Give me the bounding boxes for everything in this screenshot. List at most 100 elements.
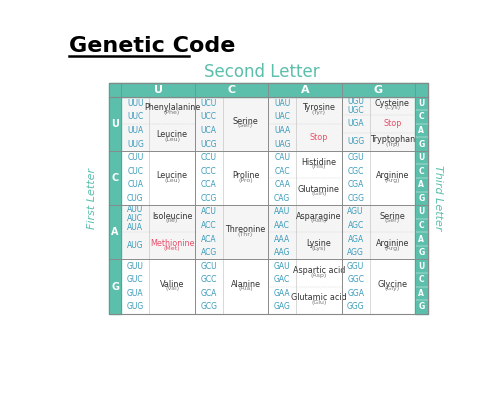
Text: AUG: AUG: [127, 241, 144, 250]
Text: GUU: GUU: [127, 262, 144, 271]
Text: CAC: CAC: [274, 167, 290, 176]
Text: GGA: GGA: [347, 289, 364, 298]
Text: A: A: [418, 126, 424, 135]
Text: UAU: UAU: [274, 99, 290, 108]
Text: AAA: AAA: [274, 234, 290, 244]
Text: (Gly): (Gly): [385, 286, 400, 291]
Text: Second Letter: Second Letter: [204, 63, 320, 81]
Text: U: U: [418, 262, 424, 271]
Bar: [109, 259, 415, 314]
Text: ACC: ACC: [201, 221, 216, 230]
Text: UAG: UAG: [274, 140, 290, 148]
Text: (Arg): (Arg): [384, 246, 400, 251]
Bar: [109, 205, 122, 259]
Text: CUA: CUA: [128, 180, 144, 189]
Text: UCU: UCU: [200, 99, 217, 108]
Text: ACU: ACU: [201, 207, 216, 216]
Text: AUA: AUA: [128, 223, 144, 232]
Text: C: C: [112, 173, 119, 183]
Text: AUC: AUC: [128, 214, 144, 223]
Text: CCU: CCU: [201, 153, 217, 162]
Text: UCA: UCA: [201, 126, 217, 135]
Text: (Met): (Met): [164, 246, 180, 251]
Text: C: C: [418, 167, 424, 176]
Text: Valine: Valine: [160, 280, 184, 289]
Text: Tyrosine: Tyrosine: [302, 103, 336, 112]
Text: CCA: CCA: [201, 180, 216, 189]
Text: (Gln): (Gln): [311, 191, 326, 196]
Text: Genetic Code: Genetic Code: [68, 36, 235, 56]
Text: Cysteine: Cysteine: [375, 99, 410, 108]
Text: GUC: GUC: [127, 275, 144, 284]
Text: UUC: UUC: [127, 112, 144, 121]
Text: (Ser): (Ser): [385, 218, 400, 224]
Text: UGG: UGG: [347, 137, 364, 146]
Text: A: A: [300, 84, 310, 94]
Text: UGU: UGU: [347, 96, 364, 106]
Text: Asparagine: Asparagine: [296, 212, 342, 221]
Text: (Tyr): (Tyr): [312, 110, 326, 115]
Text: A: A: [418, 180, 424, 189]
Text: (Lys): (Lys): [312, 246, 326, 251]
Text: UAA: UAA: [274, 126, 290, 135]
Bar: [415, 83, 428, 314]
Text: UAC: UAC: [274, 112, 290, 121]
Text: C: C: [228, 84, 235, 94]
Text: G: G: [111, 282, 119, 292]
Text: GCG: GCG: [200, 302, 218, 311]
Text: U: U: [418, 153, 424, 162]
Text: GUA: GUA: [127, 289, 144, 298]
Text: Tryptophan: Tryptophan: [370, 135, 415, 144]
Bar: [109, 259, 122, 314]
Text: GCA: GCA: [200, 289, 217, 298]
Text: CGG: CGG: [347, 194, 364, 203]
Text: (Asn): (Asn): [311, 218, 327, 224]
Text: Isoleucine: Isoleucine: [152, 212, 192, 221]
Text: GGG: GGG: [347, 302, 364, 311]
Text: U: U: [418, 207, 424, 216]
Text: Threonine: Threonine: [226, 226, 266, 234]
Text: UUA: UUA: [127, 126, 144, 135]
Text: GAC: GAC: [274, 275, 290, 284]
Text: (Ile): (Ile): [166, 218, 178, 224]
Text: U: U: [112, 119, 119, 129]
Text: First Letter: First Letter: [87, 168, 97, 229]
Text: AAU: AAU: [274, 207, 290, 216]
Text: Aspartic acid: Aspartic acid: [292, 266, 345, 275]
Text: AGC: AGC: [348, 221, 364, 230]
Text: AGA: AGA: [348, 234, 364, 244]
Text: Stop: Stop: [383, 119, 402, 128]
Text: (Leu): (Leu): [164, 137, 180, 142]
Text: GCC: GCC: [200, 275, 217, 284]
Bar: [109, 83, 415, 96]
Bar: [109, 151, 122, 205]
Text: AAC: AAC: [274, 221, 290, 230]
Text: C: C: [418, 112, 424, 121]
Text: (Val): (Val): [165, 286, 179, 291]
Text: Methionine: Methionine: [150, 239, 194, 248]
Text: CCC: CCC: [201, 167, 216, 176]
Text: Serine: Serine: [232, 117, 258, 126]
Bar: [109, 83, 428, 314]
Text: AGG: AGG: [347, 248, 364, 257]
Bar: [109, 151, 415, 205]
Text: Glutamine: Glutamine: [298, 185, 340, 194]
Text: G: G: [418, 302, 424, 311]
Text: UGC: UGC: [348, 106, 364, 114]
Text: CUG: CUG: [127, 194, 144, 203]
Bar: [109, 96, 415, 151]
Text: A: A: [418, 234, 424, 244]
Text: Lysine: Lysine: [306, 239, 332, 248]
Text: (Arg): (Arg): [384, 178, 400, 183]
Text: ACA: ACA: [201, 234, 216, 244]
Text: Leucine: Leucine: [156, 130, 188, 140]
Text: C: C: [418, 221, 424, 230]
Text: GUG: GUG: [126, 302, 144, 311]
Text: CAG: CAG: [274, 194, 290, 203]
Text: CAU: CAU: [274, 153, 290, 162]
Text: G: G: [418, 194, 424, 203]
Text: Histidine: Histidine: [302, 158, 336, 166]
Text: CUC: CUC: [128, 167, 144, 176]
Text: Glycine: Glycine: [378, 280, 408, 289]
Text: UCC: UCC: [201, 112, 217, 121]
